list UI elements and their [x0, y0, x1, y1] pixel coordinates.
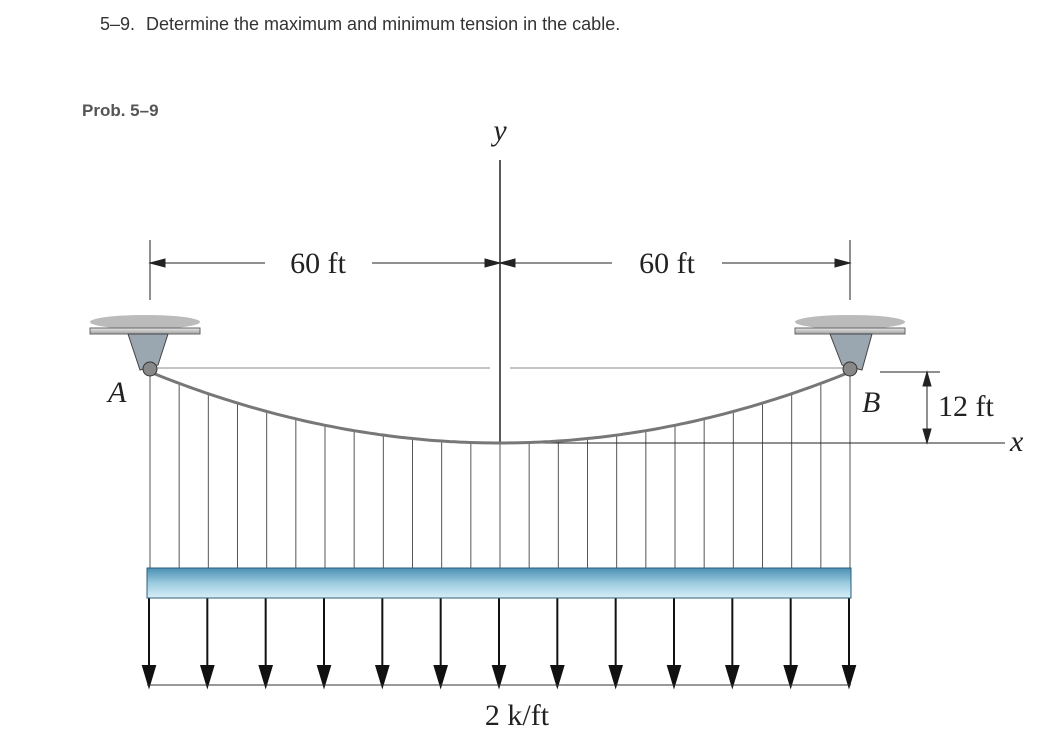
- span-label: 60 ft: [290, 247, 346, 280]
- arrow-head: [141, 665, 157, 690]
- question-text: Determine the maximum and minimum tensio…: [146, 14, 620, 34]
- arrow-head: [491, 665, 507, 690]
- sag-label: 12 ft: [938, 390, 994, 423]
- arrow-head: [374, 665, 390, 690]
- question-number: 5–9.: [100, 14, 135, 34]
- arrow-head: [841, 665, 857, 690]
- arrow-head: [433, 665, 449, 690]
- arrow-head: [549, 665, 565, 690]
- arrow-head: [783, 665, 799, 690]
- span-label: 60 ft: [639, 247, 695, 280]
- y-axis-label: y: [490, 114, 507, 147]
- arrow-head: [316, 665, 332, 690]
- arrow-head: [666, 665, 682, 690]
- support-label: B: [862, 386, 880, 419]
- figure-caption: Prob. 5–9: [82, 101, 159, 120]
- load-label: 2 k/ft: [485, 699, 550, 732]
- support-b: [794, 315, 906, 377]
- arrow-head: [724, 665, 740, 690]
- arrow-head: [199, 665, 215, 690]
- beam: [146, 567, 852, 599]
- arrow-head: [608, 665, 624, 690]
- arrow-head: [258, 665, 274, 690]
- support-a: [89, 315, 201, 377]
- x-axis-label: x: [1009, 425, 1024, 458]
- cable: [149, 370, 851, 445]
- support-label: A: [106, 376, 127, 409]
- dimensions: [148, 160, 1005, 445]
